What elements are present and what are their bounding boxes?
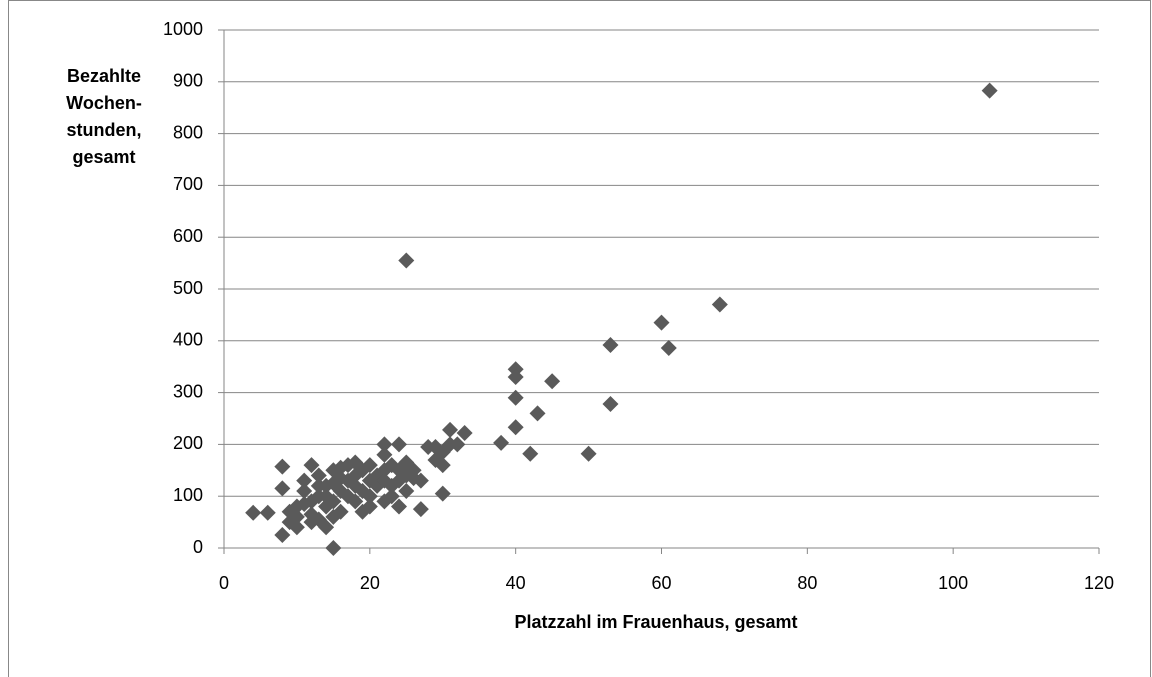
x-tick-label: 120	[1084, 573, 1114, 593]
data-point	[391, 498, 407, 515]
data-point	[507, 389, 524, 406]
data-point	[361, 488, 378, 505]
x-tick-label: 0	[219, 573, 229, 593]
data-point	[398, 252, 415, 269]
y-tick-label: 100	[173, 485, 203, 505]
data-point	[383, 488, 400, 505]
data-point	[602, 395, 619, 412]
data-point	[434, 485, 451, 502]
y-axis-label: gesamt	[72, 147, 135, 167]
data-point	[325, 508, 342, 525]
data-point	[580, 445, 597, 462]
data-point	[412, 501, 429, 518]
data-point	[361, 498, 378, 515]
y-tick-label: 800	[173, 122, 203, 142]
y-axis-label: Wochen-	[66, 93, 142, 113]
data-point	[493, 434, 510, 451]
data-point	[361, 457, 378, 474]
data-point	[325, 475, 342, 492]
data-point	[434, 457, 451, 474]
data-point	[507, 369, 524, 386]
data-point	[310, 511, 327, 528]
x-tick-label: 80	[797, 573, 817, 593]
data-point	[442, 436, 459, 453]
y-tick-label: 0	[193, 537, 203, 557]
data-point	[711, 296, 728, 313]
data-point	[376, 446, 393, 463]
x-axis-label: Platzzahl im Frauenhaus, gesamt	[514, 612, 797, 632]
data-point	[544, 373, 561, 390]
data-point	[325, 540, 342, 556]
y-tick-label: 600	[173, 226, 203, 246]
data-point	[981, 82, 998, 99]
data-point	[412, 472, 429, 489]
data-point	[274, 480, 291, 497]
data-point	[274, 458, 291, 475]
data-point	[296, 483, 313, 500]
data-point	[653, 314, 670, 331]
y-tick-label: 1000	[163, 19, 203, 39]
data-point	[281, 514, 298, 531]
x-tick-label: 60	[651, 573, 671, 593]
data-point	[529, 405, 546, 422]
y-tick-label: 900	[173, 71, 203, 91]
data-point	[310, 467, 327, 484]
data-point	[507, 419, 524, 436]
y-axis-label: Bezahlte	[67, 66, 141, 86]
data-point	[347, 493, 364, 510]
chart-border	[8, 0, 1151, 677]
y-tick-label: 400	[173, 330, 203, 350]
data-point	[376, 436, 393, 453]
x-tick-label: 40	[506, 573, 526, 593]
y-tick-label: 500	[173, 278, 203, 298]
y-tick-label: 300	[173, 381, 203, 401]
data-point	[442, 421, 459, 438]
y-tick-label: 200	[173, 433, 203, 453]
data-point	[456, 425, 473, 442]
y-tick-label: 700	[173, 174, 203, 194]
x-tick-label: 20	[360, 573, 380, 593]
data-point	[318, 488, 335, 505]
x-tick-label: 100	[938, 573, 968, 593]
data-point	[296, 472, 313, 489]
data-point	[259, 504, 276, 521]
data-point	[660, 340, 677, 357]
data-point	[245, 504, 262, 521]
y-axis-label: stunden,	[67, 120, 142, 140]
data-point	[288, 498, 305, 515]
data-point	[310, 477, 327, 494]
data-point	[274, 527, 291, 544]
data-point	[303, 493, 320, 510]
data-point	[332, 503, 349, 520]
data-point	[522, 445, 539, 462]
data-point	[602, 336, 619, 353]
data-point	[391, 436, 407, 453]
data-point	[303, 457, 320, 474]
data-point	[398, 483, 415, 500]
